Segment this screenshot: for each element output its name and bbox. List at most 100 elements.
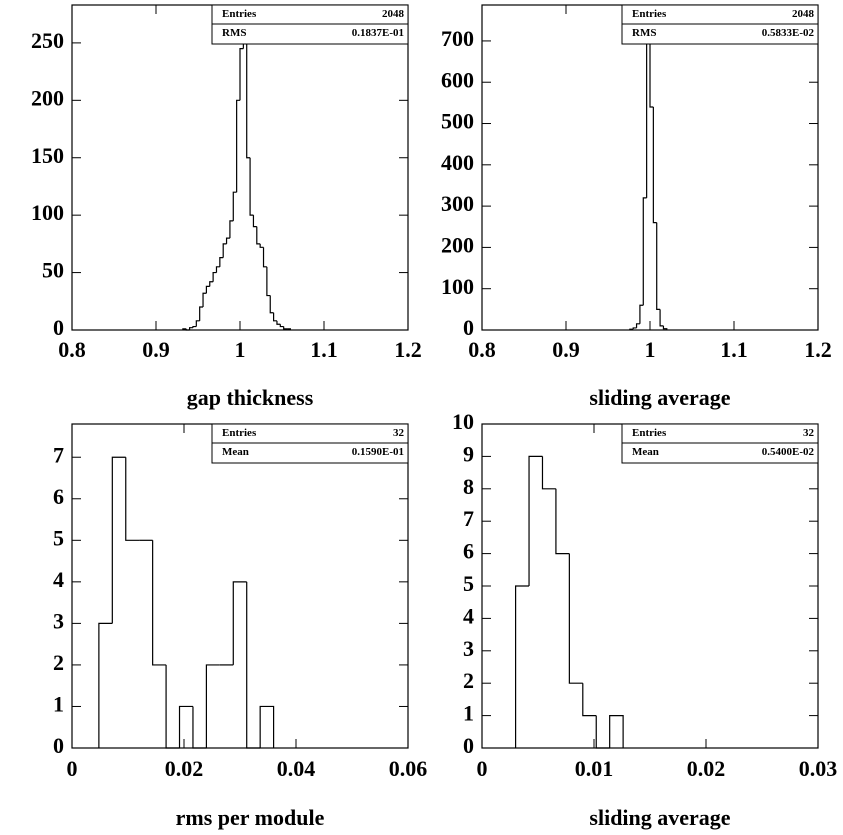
histogram-bin [259,243,264,248]
y-tick-label: 2 [53,650,64,675]
histogram-bin [219,257,224,267]
x-axis-title: rms per module [176,805,325,830]
x-tick-label: 0.02 [687,756,726,781]
y-tick-label: 3 [463,636,474,661]
histogram-bin [528,455,543,586]
histogram-bin [229,220,234,239]
y-tick-label: 0 [463,315,474,340]
histogram-bin [635,323,640,328]
histogram-bin [582,683,597,717]
histogram-bin [111,456,126,624]
x-tick-label: 0.06 [389,756,428,781]
plot-frame [481,423,819,749]
x-tick-label: 1.2 [394,337,422,362]
x-axis-title: gap thickness [187,385,314,410]
x-tick-label: 0.04 [277,756,316,781]
x-tick-label: 0.9 [142,337,170,362]
histogram-bin [555,488,570,555]
stats-label: Mean [632,446,659,458]
histogram-bin [656,222,661,310]
y-tick-label: 1 [463,701,474,726]
histogram-bin [98,622,113,748]
x-tick-label: 0.01 [575,756,614,781]
histogram-bin [283,326,288,330]
histogram-bin [246,581,261,749]
histogram-bin [212,271,217,282]
y-tick-label: 1 [53,692,64,717]
y-tick-label: 2 [463,668,474,693]
histogram-bin [182,328,187,330]
x-axis-title: sliding average [589,805,730,830]
histogram-bin [222,243,227,258]
histogram-bin [199,306,204,321]
histogram-bin [152,540,167,666]
histogram-bin [642,197,647,306]
histogram-bin [515,585,530,748]
stats-value: 0.1837E-01 [352,27,404,39]
x-tick-label: 0.8 [58,337,86,362]
histogram-bin [609,715,624,748]
y-tick-label: 7 [463,506,474,531]
stats-label: Entries [222,427,257,439]
histogram-bin [273,312,277,322]
y-tick-label: 100 [441,274,474,299]
histogram-bin [259,705,275,748]
stats-label: Entries [632,427,667,439]
y-tick-label: 4 [463,603,474,628]
histogram-bin [595,715,610,749]
histogram-bin [662,325,668,330]
histogram-bin [202,292,207,308]
x-tick-label: 0 [477,756,488,781]
histogram-bin [232,191,237,221]
histogram-bin [192,706,207,749]
stats-value: 32 [803,427,815,439]
stats-label: Entries [222,8,257,20]
y-tick-label: 5 [463,571,474,596]
y-tick-label: 300 [441,191,474,216]
y-tick-label: 150 [31,143,64,168]
x-tick-label: 0.02 [165,756,204,781]
histogram-bin [256,226,261,245]
y-tick-label: 5 [53,525,64,550]
y-tick-label: 0 [53,733,64,758]
x-tick-label: 0.9 [552,337,580,362]
histogram-bin [652,107,657,224]
y-tick-label: 7 [53,442,64,467]
histogram-bin [215,266,220,273]
stats-value: 32 [393,427,405,439]
y-tick-label: 6 [53,484,64,509]
histogram-bin [629,328,634,330]
histogram-bin [195,320,200,327]
y-tick-label: 200 [441,232,474,257]
histogram-bin [125,457,140,541]
plot-frame [71,423,409,749]
y-tick-label: 400 [441,150,474,175]
histogram-bin [232,581,247,665]
x-tick-label: 0 [67,756,78,781]
stats-value: 2048 [382,8,405,20]
stats-value: 0.5400E-02 [762,446,815,458]
y-tick-label: 500 [441,109,474,134]
stats-label: RMS [222,27,246,39]
histogram-bin [249,157,254,216]
y-tick-label: 200 [31,85,64,110]
histogram-bin [262,247,267,268]
x-tick-label: 1 [235,337,246,362]
stats-value: 0.5833E-02 [762,27,815,39]
y-tick-label: 6 [463,539,474,564]
histogram-bin [236,99,240,193]
y-tick-label: 600 [441,67,474,92]
histogram-bin [192,325,197,328]
y-tick-label: 100 [31,200,64,225]
x-tick-label: 1 [645,337,656,362]
histogram-bin [205,285,210,294]
histogram-bin [659,309,664,327]
y-tick-label: 10 [452,409,474,434]
stats-value: 0.1590E-01 [352,446,404,458]
y-tick-label: 9 [463,441,474,466]
histogram-bin [276,320,281,325]
histogram-bin [649,40,654,108]
y-tick-label: 4 [53,567,64,592]
x-tick-label: 0.03 [799,756,838,781]
